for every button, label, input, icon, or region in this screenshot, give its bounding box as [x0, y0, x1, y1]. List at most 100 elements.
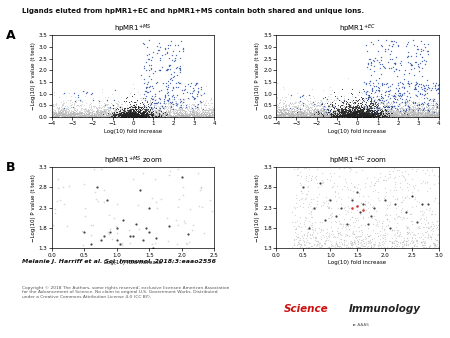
Point: [415, 68, 423, 74]
Point: [434, 112, 441, 118]
Point: [73, 102, 80, 108]
Point: [119, 112, 126, 117]
Point: [380, 110, 387, 116]
Point: [201, 107, 208, 112]
Point: [384, 111, 392, 116]
Point: [205, 113, 212, 118]
Point: [185, 113, 192, 118]
Point: [347, 114, 355, 119]
Point: [366, 111, 373, 116]
Point: [134, 109, 141, 115]
Point: [362, 91, 369, 97]
Point: [414, 110, 421, 116]
Point: [193, 112, 200, 117]
Point: [149, 114, 157, 119]
Point: [164, 113, 171, 118]
Point: [396, 112, 403, 117]
Point: [325, 111, 333, 116]
Point: [303, 111, 310, 116]
Point: [383, 113, 391, 118]
Point: [84, 89, 91, 94]
Point: [366, 110, 373, 115]
Point: [49, 108, 56, 113]
Point: [354, 113, 361, 118]
Point: [124, 106, 131, 112]
Point: [384, 106, 391, 112]
Point: [430, 103, 437, 108]
Point: [132, 114, 140, 119]
Point: [318, 226, 325, 231]
Point: [292, 114, 300, 119]
Point: [394, 108, 401, 114]
Point: [382, 103, 389, 109]
Point: [92, 113, 99, 118]
Point: [405, 106, 413, 112]
Point: [342, 113, 349, 118]
Point: [147, 112, 154, 117]
Point: [282, 111, 289, 116]
Point: [337, 98, 344, 103]
Point: [352, 111, 360, 116]
Point: [330, 107, 337, 113]
Point: [141, 100, 148, 105]
Point: [406, 113, 414, 118]
Point: [320, 227, 327, 233]
Point: [143, 108, 150, 114]
Point: [154, 113, 161, 119]
Point: [297, 112, 305, 117]
Point: [322, 238, 329, 243]
Point: [132, 114, 139, 119]
Point: [364, 111, 372, 116]
Point: [119, 106, 126, 112]
Point: [311, 235, 319, 240]
Point: [347, 111, 355, 117]
Point: [351, 113, 359, 119]
Point: [321, 113, 328, 119]
Point: [371, 180, 378, 186]
Point: [119, 113, 126, 118]
Point: [176, 80, 183, 86]
Point: [313, 113, 320, 118]
Point: [425, 42, 432, 47]
Point: [115, 112, 122, 118]
Point: [374, 106, 381, 111]
Point: [191, 113, 198, 118]
Point: [394, 43, 401, 48]
Point: [324, 105, 332, 110]
Point: [173, 114, 180, 119]
Point: [166, 100, 174, 105]
Point: [194, 106, 201, 112]
Point: [276, 112, 283, 118]
Point: [318, 107, 325, 113]
Point: [62, 111, 69, 117]
Point: [130, 112, 137, 118]
Point: [356, 100, 364, 106]
Point: [112, 114, 119, 119]
Point: [408, 107, 415, 112]
Point: [369, 112, 376, 118]
Point: [275, 100, 282, 106]
Point: [137, 112, 144, 117]
Point: [379, 232, 387, 238]
Point: [420, 113, 427, 118]
Point: [78, 112, 85, 118]
Point: [152, 108, 159, 114]
Point: [316, 97, 324, 103]
Point: [72, 111, 79, 116]
Point: [148, 113, 155, 119]
Point: [291, 220, 298, 225]
Point: [205, 114, 212, 119]
Point: [336, 112, 343, 117]
Point: [172, 112, 179, 117]
Point: [132, 114, 139, 119]
Point: [171, 69, 178, 75]
Point: [422, 113, 429, 118]
Point: [423, 100, 431, 105]
Point: [123, 109, 130, 114]
Point: [178, 114, 185, 119]
Point: [309, 112, 316, 117]
Point: [360, 114, 368, 119]
Point: [311, 107, 318, 113]
Point: [419, 232, 427, 238]
Point: [416, 51, 423, 56]
